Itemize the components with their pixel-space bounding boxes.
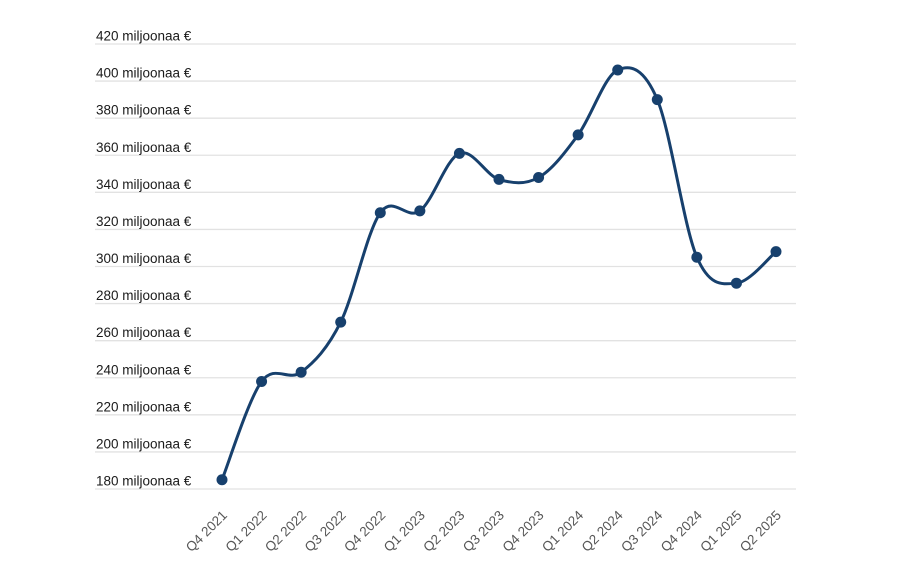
data-point[interactable]: [453, 147, 465, 159]
data-point[interactable]: [533, 172, 545, 183]
y-tick-label: 200 miljoonaa €: [96, 436, 192, 451]
x-tick-label: Q1 2024: [539, 507, 587, 555]
x-tick-label: Q2 2024: [579, 507, 627, 555]
data-point[interactable]: [730, 277, 742, 289]
x-tick-label: Q1 2023: [381, 508, 428, 555]
data-point[interactable]: [414, 205, 426, 217]
y-tick-label: 340 miljoonaa €: [96, 177, 192, 192]
y-tick-label: 320 miljoonaa €: [96, 214, 192, 229]
x-tick-label: Q1 2022: [222, 508, 269, 555]
data-point[interactable]: [770, 246, 782, 258]
x-tick-label: Q4 2022: [341, 508, 388, 555]
x-tick-label: Q4 2024: [658, 507, 706, 555]
y-tick-label: 240 miljoonaa €: [96, 362, 192, 377]
y-tick-label: 380 miljoonaa €: [96, 103, 192, 118]
x-tick-label: Q2 2025: [737, 508, 784, 555]
x-tick-label: Q3 2022: [302, 508, 349, 555]
data-point[interactable]: [493, 173, 505, 185]
y-tick-label: 220 miljoonaa €: [96, 399, 192, 414]
data-point[interactable]: [691, 251, 703, 263]
data-point[interactable]: [651, 94, 663, 106]
data-point[interactable]: [572, 129, 584, 141]
x-tick-label: Q2 2023: [420, 508, 467, 555]
data-point[interactable]: [256, 375, 268, 387]
x-tick-label: Q1 2025: [697, 508, 744, 555]
data-point[interactable]: [216, 474, 228, 486]
x-tick-label: Q3 2023: [460, 508, 507, 555]
y-tick-label: 280 miljoonaa €: [96, 288, 192, 303]
data-point[interactable]: [295, 366, 307, 378]
data-point[interactable]: [612, 64, 624, 76]
data-line: [220, 66, 778, 482]
y-tick-label: 360 miljoonaa €: [96, 140, 192, 155]
x-tick-label: Q4 2023: [499, 508, 546, 555]
y-tick-label: 260 miljoonaa €: [96, 325, 192, 340]
x-tick-label: Q3 2024: [618, 507, 666, 555]
y-tick-label: 400 miljoonaa €: [96, 66, 192, 81]
y-tick-label: 300 miljoonaa €: [96, 251, 192, 266]
x-tick-label: Q2 2022: [262, 508, 309, 555]
y-tick-label: 420 miljoonaa €: [96, 29, 192, 44]
x-tick-label: Q4 2021: [183, 508, 230, 555]
data-point[interactable]: [335, 316, 347, 328]
y-tick-label: 180 miljoonaa €: [96, 474, 192, 489]
data-point[interactable]: [374, 207, 386, 219]
